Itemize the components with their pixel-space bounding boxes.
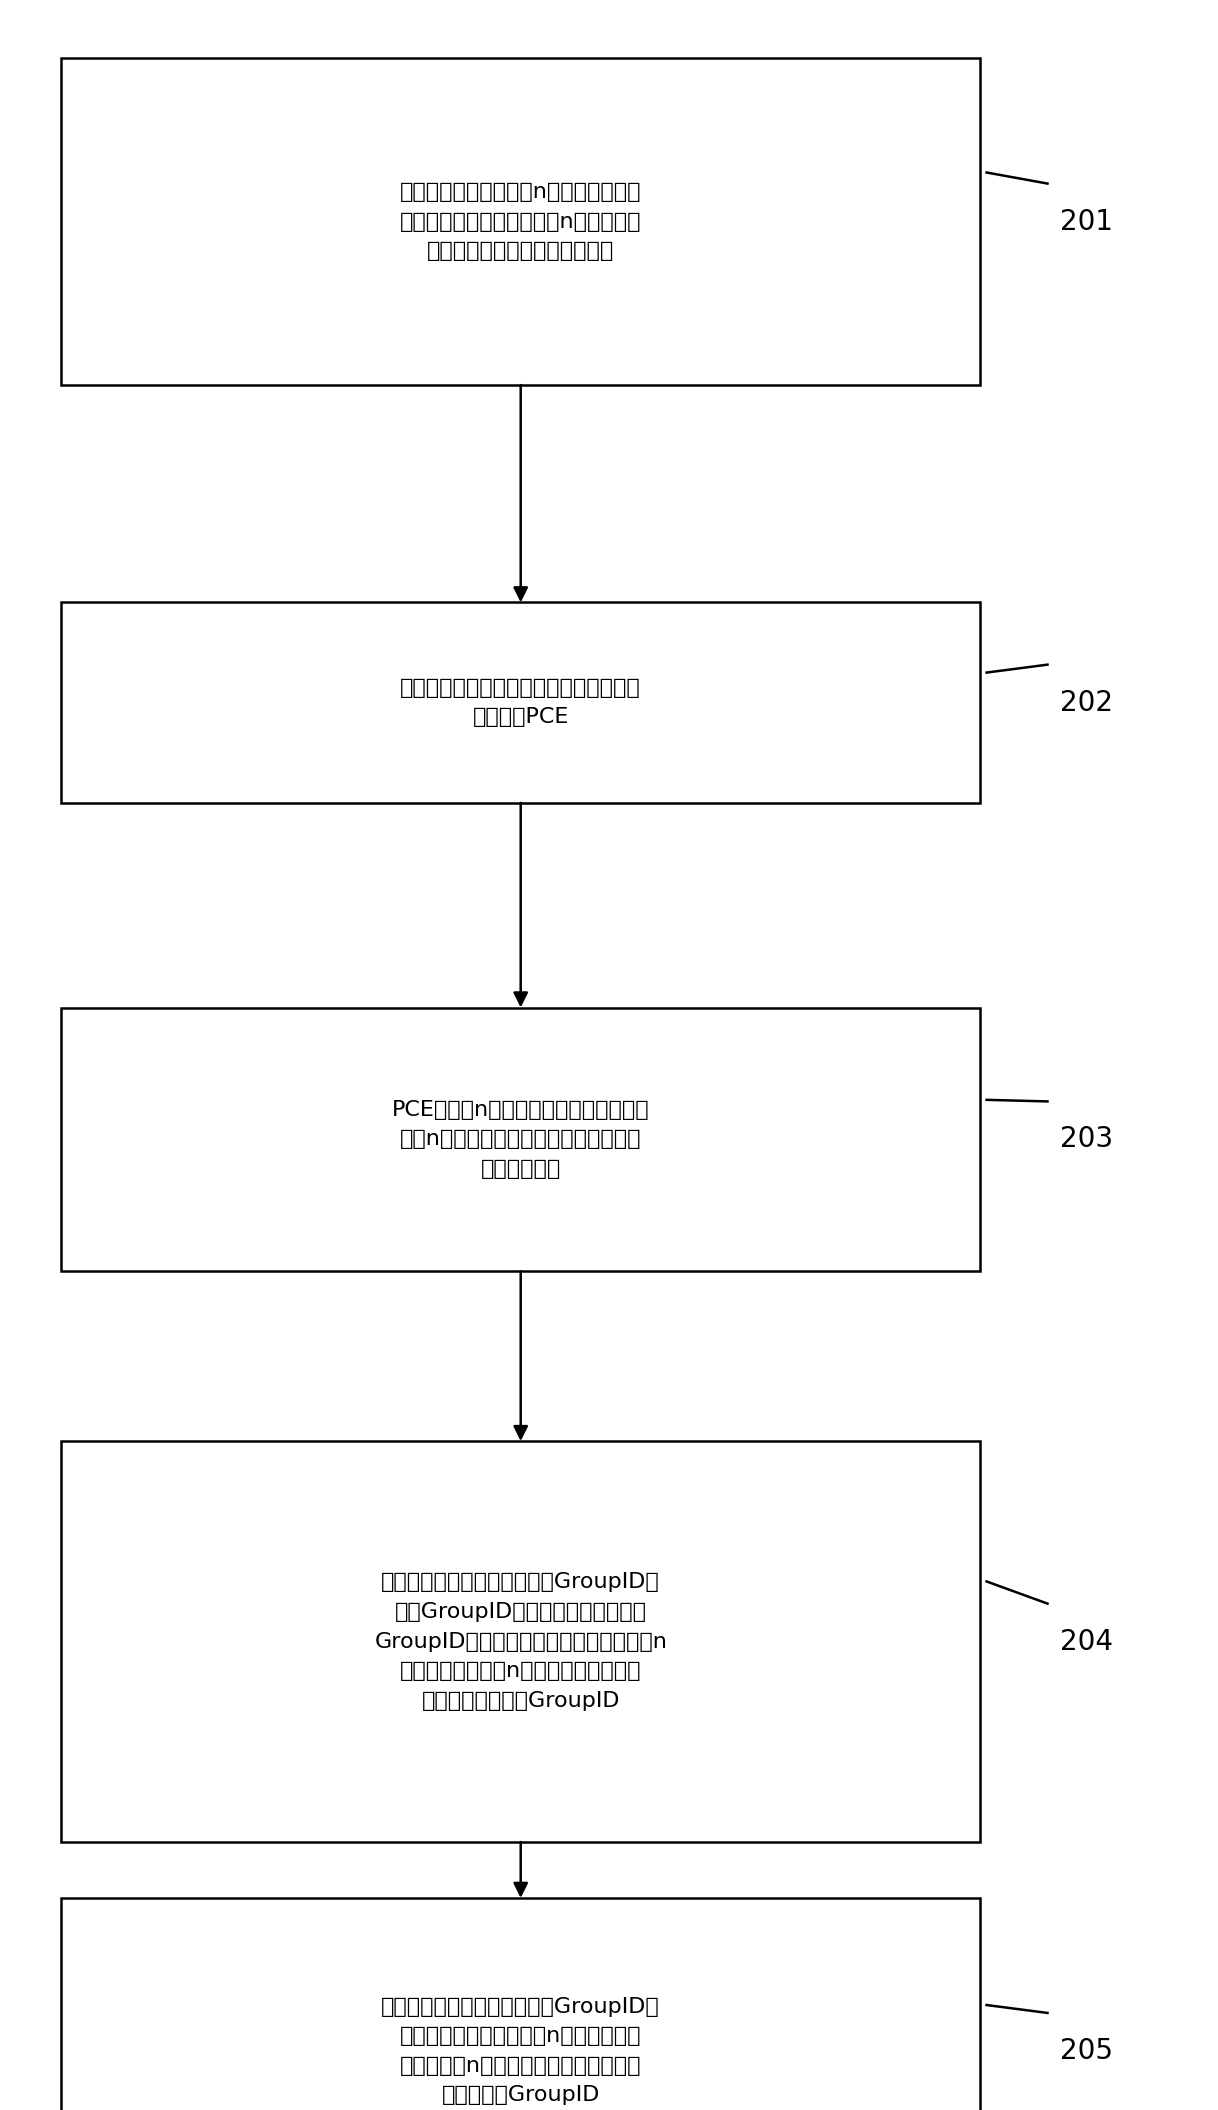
Text: 首节点在信令中关联工作路径GroupID，
运行一遍信令，一次建立n条保护路径的
连接，并将n条恢复路径绑定为一组，对
应上述保护GroupID: 首节点在信令中关联工作路径GroupID， 运行一遍信令，一次建立n条保护路径的… xyxy=(381,1996,660,2106)
Text: 业务首节点接收到建立n条到某宿节点的
同源同宿的工作路径和建立n条到某宿节
点的同源同宿的保护路径的请求: 业务首节点接收到建立n条到某宿节点的 同源同宿的工作路径和建立n条到某宿节 点的… xyxy=(400,181,642,262)
Bar xyxy=(61,601,980,802)
Text: 202: 202 xyxy=(1060,688,1113,717)
Text: 首节点把该工作路径和保护路径的计算请
求发送给PCE: 首节点把该工作路径和保护路径的计算请 求发送给PCE xyxy=(401,677,641,728)
Bar xyxy=(61,1441,980,1842)
Bar xyxy=(61,57,980,384)
Text: 204: 204 xyxy=(1060,1627,1113,1656)
Bar xyxy=(61,1009,980,1270)
Text: 首节点基于本地策略分配工作GroupID和
保护GroupID，并在信令中关联保护
GroupID。然后运行一遍信令，一次建立n
条工作路径，并将n条工作路径绑: 首节点基于本地策略分配工作GroupID和 保护GroupID，并在信令中关联保… xyxy=(374,1572,667,1711)
Text: 201: 201 xyxy=(1060,207,1113,236)
Text: 205: 205 xyxy=(1060,2036,1113,2066)
Text: 203: 203 xyxy=(1060,1125,1113,1154)
Bar xyxy=(61,1899,980,2110)
Text: PCE计算出n条经过节点都相同的工作路
由和n条经过节点都相同的保护路由，并
返回给首节点: PCE计算出n条经过节点都相同的工作路 由和n条经过节点都相同的保护路由，并 返… xyxy=(392,1099,649,1179)
